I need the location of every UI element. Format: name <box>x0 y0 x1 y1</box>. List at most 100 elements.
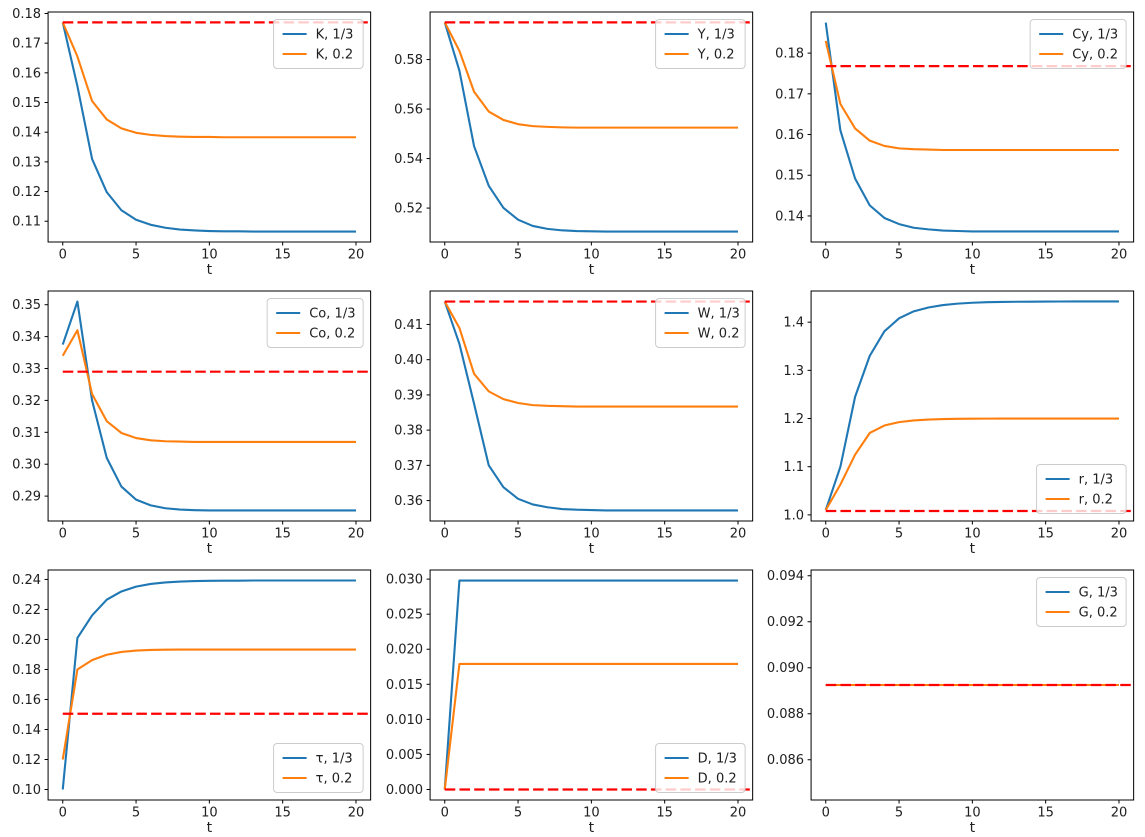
y-tick-label: 0.010 <box>385 713 422 728</box>
axis-ticks: 0 5 10 15 20 0.52 0.54 0.56 0.58 <box>394 53 746 262</box>
series-line-blue <box>825 22 1120 233</box>
y-tick-label: 0.15 <box>12 96 41 111</box>
y-tick-label: 0.29 <box>12 490 41 505</box>
plot-lines <box>61 579 356 790</box>
x-tick-label: 5 <box>132 527 140 542</box>
chart-svg-co: 0 5 10 15 20 0.29 0.30 0.31 0.32 0.33 0.34 0.35 t Co,… <box>12 290 372 557</box>
x-tick-label: 5 <box>514 248 522 263</box>
y-tick-label: 0.58 <box>394 53 423 68</box>
x-tick-label: 20 <box>348 527 365 542</box>
series-line-blue <box>443 301 738 512</box>
y-tick-label: 0.088 <box>767 707 804 722</box>
x-tick-label: 20 <box>1111 527 1128 542</box>
y-tick-label: 0.39 <box>394 388 423 403</box>
y-tick-label: 0.094 <box>767 569 804 584</box>
y-tick-label: 0.11 <box>12 215 41 230</box>
legend: D, 1/3 D, 0.2 <box>654 743 746 793</box>
y-tick-label: 0.35 <box>12 298 41 313</box>
x-tick-label: 15 <box>274 248 291 263</box>
y-tick-label: 0.31 <box>12 426 41 441</box>
x-tick-label: 5 <box>895 527 903 542</box>
y-tick-label: 0.56 <box>394 103 423 118</box>
legend-label: K, 0.2 <box>316 48 354 63</box>
y-tick-label: 0.086 <box>767 753 804 768</box>
series-line-orange <box>61 648 356 760</box>
x-tick-label: 0 <box>440 527 448 542</box>
y-tick-label: 1.0 <box>784 508 805 523</box>
legend-label: Cy, 0.2 <box>1073 48 1119 63</box>
subplot-y: 0 5 10 15 20 0.52 0.54 0.56 0.58 t Y, 1/3 Y, 0.2 <box>382 0 764 279</box>
y-tick-label: 0.52 <box>394 202 423 217</box>
y-tick-label: 1.4 <box>784 316 805 331</box>
y-tick-label: 0.14 <box>12 126 41 141</box>
legend-box <box>1029 19 1127 69</box>
y-tick-label: 0.025 <box>385 608 422 623</box>
y-tick-label: 0.12 <box>12 185 41 200</box>
x-tick-label: 15 <box>274 806 291 821</box>
chart-svg-d: 0 5 10 15 20 0.000 0.005 0.010 0.015 0.020 0.025 0.… <box>385 569 753 836</box>
x-tick-label: 0 <box>59 248 67 263</box>
x-tick-label: 10 <box>201 806 218 821</box>
legend: G, 1/3 G, 0.2 <box>1036 577 1127 627</box>
y-tick-label: 0.015 <box>385 678 422 693</box>
legend-box <box>654 19 746 69</box>
legend: τ, 1/3 τ, 0.2 <box>273 743 364 793</box>
legend-label: r, 1/3 <box>1079 473 1114 488</box>
legend-label: G, 1/3 <box>1079 586 1118 601</box>
x-tick-label: 15 <box>656 527 673 542</box>
legend-box <box>654 743 746 793</box>
legend-label: r, 0.2 <box>1079 493 1113 508</box>
x-tick-label: 10 <box>964 527 981 542</box>
x-tick-label: 5 <box>132 248 140 263</box>
legend-label: D, 1/3 <box>697 752 736 767</box>
legend-label: Cy, 1/3 <box>1073 28 1119 43</box>
x-axis-label: t <box>588 820 594 836</box>
x-tick-label: 5 <box>132 806 140 821</box>
x-tick-label: 0 <box>59 806 67 821</box>
x-axis-label: t <box>207 820 213 836</box>
x-tick-label: 10 <box>964 806 981 821</box>
x-tick-label: 5 <box>895 248 903 263</box>
series-line-blue <box>61 22 356 233</box>
x-axis-label: t <box>588 262 594 278</box>
chart-svg-y: 0 5 10 15 20 0.52 0.54 0.56 0.58 t Y, 1/3 Y, 0.2 <box>394 11 753 278</box>
legend-label: G, 0.2 <box>1079 606 1118 621</box>
y-tick-label: 0.17 <box>12 37 41 52</box>
x-tick-label: 10 <box>964 248 981 263</box>
series-line-orange <box>443 301 738 408</box>
subplot-w: 0 5 10 15 20 0.36 0.37 0.38 0.39 0.40 0.41 t W, 1/3 W… <box>382 279 764 558</box>
legend-label: τ, 0.2 <box>316 772 353 787</box>
subplot-cy: 0 5 10 15 20 0.14 0.15 0.16 0.17 0.18 t Cy, 1/3 Cy, … <box>763 0 1145 279</box>
x-tick-label: 10 <box>583 248 600 263</box>
legend: Cy, 1/3 Cy, 0.2 <box>1029 19 1127 69</box>
subplot-d: 0 5 10 15 20 0.000 0.005 0.010 0.015 0.020 0.025 0.… <box>382 558 764 837</box>
y-tick-label: 1.3 <box>784 364 805 379</box>
subplot-k: 0 5 10 15 20 0.11 0.12 0.13 0.14 0.15 0.16 0.17 0.18… <box>0 0 382 279</box>
series-line-blue <box>443 22 738 233</box>
x-tick-label: 15 <box>1038 248 1055 263</box>
x-tick-label: 0 <box>59 527 67 542</box>
y-tick-label: 0.41 <box>394 318 423 333</box>
y-tick-label: 0.13 <box>12 155 41 170</box>
y-tick-label: 0.38 <box>394 424 423 439</box>
y-tick-label: 0.12 <box>12 753 41 768</box>
y-tick-label: 0.18 <box>775 47 804 62</box>
y-tick-label: 0.030 <box>385 573 422 588</box>
y-tick-label: 0.020 <box>385 643 422 658</box>
series-line-blue <box>61 579 356 790</box>
axis-ticks: 0 5 10 15 20 0.11 0.12 0.13 0.14 0.15 0.16 0.17 0.18 <box>12 7 364 263</box>
x-tick-label: 15 <box>1038 527 1055 542</box>
legend-box <box>266 298 364 348</box>
series-line-orange <box>443 662 738 790</box>
legend-label: Co, 0.2 <box>309 327 355 342</box>
chart-svg-g: 0 5 10 15 20 0.086 0.088 0.090 0.092 0.094 t G, 1/3… <box>767 569 1135 836</box>
legend-box <box>273 19 364 69</box>
legend-label: Y, 0.2 <box>696 48 734 63</box>
subplot-g: 0 5 10 15 20 0.086 0.088 0.090 0.092 0.094 t G, 1/3… <box>763 558 1145 837</box>
x-tick-label: 0 <box>440 248 448 263</box>
y-tick-label: 1.2 <box>784 412 805 427</box>
legend-label: D, 0.2 <box>697 772 736 787</box>
plot-lines <box>443 579 738 790</box>
x-tick-label: 20 <box>1111 806 1128 821</box>
y-tick-label: 0.32 <box>12 394 41 409</box>
